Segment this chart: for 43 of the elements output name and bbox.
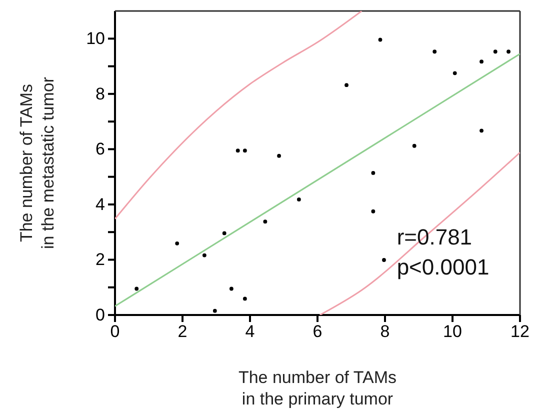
point: [371, 209, 376, 214]
annotation: r=0.781: [396, 224, 472, 250]
point: [236, 148, 240, 153]
point: [202, 253, 206, 258]
annotation: p<0.0001: [396, 254, 490, 280]
y-tick-label: 4: [96, 194, 105, 214]
x-tick-label: 2: [178, 322, 188, 342]
point: [222, 231, 226, 236]
line-series: [319, 152, 520, 315]
point: [296, 198, 301, 202]
point: [263, 220, 268, 224]
x-tick-label: 6: [312, 322, 322, 342]
x-axis-title: The number of TAMs in the primary tumor: [238, 368, 397, 408]
x-tick-label: 12: [510, 322, 530, 342]
point: [277, 154, 281, 158]
point: [412, 144, 416, 148]
point: [212, 308, 217, 313]
point: [175, 241, 180, 246]
x-tick-label: 4: [245, 322, 255, 342]
y-tick-label: 10: [86, 29, 105, 48]
y-tick-label: 2: [96, 250, 105, 270]
point: [480, 60, 484, 64]
y-tick-label: 0: [96, 305, 105, 324]
point: [382, 258, 386, 262]
y-axis-title: The number of TAMs in the metastatic tumor: [17, 76, 58, 249]
x-tick-label: 8: [380, 322, 390, 342]
point: [493, 50, 498, 54]
line-series: [115, 11, 362, 220]
point: [344, 83, 348, 88]
point: [506, 50, 510, 54]
point: [371, 171, 376, 175]
x-tick-label: 0: [110, 322, 120, 342]
point: [242, 296, 247, 301]
point: [432, 50, 437, 54]
point: [452, 71, 457, 76]
point: [134, 286, 139, 291]
x-tick-label: 10: [443, 322, 462, 342]
y-tick-label: 8: [96, 84, 105, 104]
point: [378, 38, 382, 42]
point: [229, 286, 234, 291]
point: [480, 128, 484, 133]
y-tick-label: 6: [96, 140, 105, 159]
point: [242, 148, 247, 153]
